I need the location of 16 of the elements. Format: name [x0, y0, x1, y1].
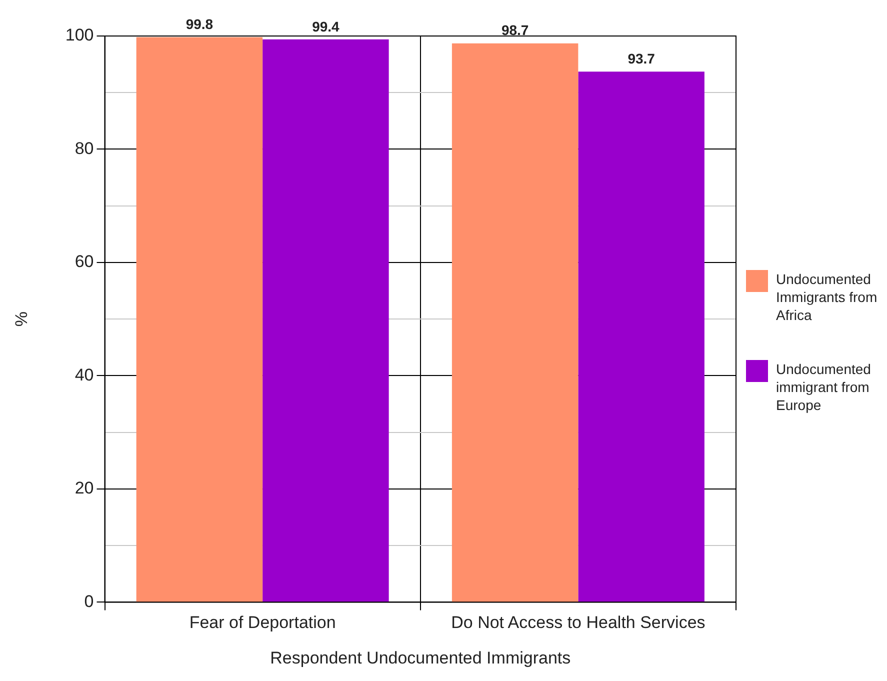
y-tick-label: 80: [74, 138, 94, 158]
legend-label: Undocumented immigrant from Europe: [776, 360, 872, 414]
y-tick-label: 60: [74, 252, 94, 272]
y-tick-label: 40: [74, 365, 94, 384]
y-tick-label: 100: [65, 26, 94, 45]
y-tick-label: 20: [74, 478, 94, 498]
data-label: 99.4: [312, 18, 340, 34]
x-tick-label: Do Not Access to Health Services: [451, 613, 706, 632]
data-label: 93.7: [628, 50, 656, 67]
y-axis-title: %: [12, 312, 31, 327]
legend-label: Undocumented Immigrants from Africa: [776, 270, 878, 324]
data-label: 98.7: [501, 22, 529, 38]
x-axis-title: Respondent Undocumented Immigrants: [270, 648, 571, 668]
x-tick-label: Fear of Deportation: [189, 613, 336, 632]
y-tick-label: 0: [84, 592, 94, 611]
data-label: 99.8: [186, 16, 214, 32]
